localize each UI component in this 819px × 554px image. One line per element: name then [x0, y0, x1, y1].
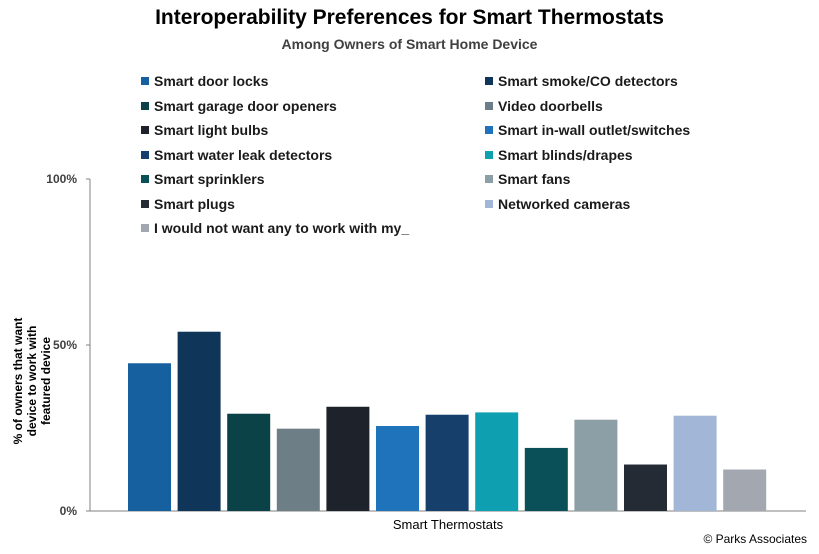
legend-swatch	[141, 126, 149, 135]
bar-11	[624, 464, 667, 511]
legend-label: Smart garage door openers	[154, 97, 337, 114]
bar-13	[723, 469, 767, 511]
legend-label: Smart water leak detectors	[154, 146, 333, 163]
legend-item: Video doorbells	[485, 98, 603, 114]
legend-item: Smart light bulbs	[141, 122, 268, 138]
credit-text: © Parks Associates	[703, 532, 807, 546]
legend-item: Networked cameras	[485, 196, 630, 212]
legend-item: Smart blinds/drapes	[485, 147, 633, 163]
bar-7	[425, 414, 469, 511]
bar-8	[475, 412, 519, 511]
bar-9	[524, 447, 568, 511]
legend-label: Smart plugs	[154, 195, 235, 212]
legend-label: Networked cameras	[498, 195, 631, 212]
y-tick-label: 50%	[53, 338, 77, 352]
legend-swatch	[141, 101, 149, 110]
legend-label: Smart smoke/CO detectors	[498, 73, 678, 89]
bar-2	[177, 331, 221, 511]
legend-item: Smart smoke/CO detectors	[485, 73, 678, 89]
legend-swatch	[141, 175, 149, 184]
legend-label: Smart fans	[498, 171, 571, 187]
legend-item: Smart sprinklers	[141, 171, 265, 187]
legend-item: Smart in-wall outlet/switches	[485, 122, 690, 138]
legend-item: Smart water leak detectors	[141, 147, 332, 163]
chart-subtitle: Among Owners of Smart Home Device	[281, 36, 538, 52]
y-tick-label: 0%	[60, 504, 78, 518]
legend-label: Video doorbells	[498, 97, 603, 114]
legend-swatch	[485, 199, 493, 208]
legend-item: Smart plugs	[141, 196, 235, 212]
legend-swatch	[485, 150, 493, 159]
bar-6	[376, 426, 419, 511]
x-category-label: Smart Thermostats	[393, 517, 504, 532]
legend-item: Smart door locks	[141, 73, 268, 89]
legend-item: Smart fans	[485, 171, 570, 187]
legend-swatch	[485, 77, 493, 86]
legend-label: Smart blinds/drapes	[498, 146, 633, 163]
bar-3	[227, 413, 271, 511]
chart-title: Interoperability Preferences for Smart T…	[155, 6, 664, 29]
legend-swatch	[485, 101, 493, 110]
legend-label: I would not want any to work with my_	[154, 220, 410, 236]
bar-5	[326, 406, 370, 511]
legend-swatch	[141, 150, 149, 159]
legend-label: Smart sprinklers	[154, 171, 265, 187]
bar-12	[673, 415, 717, 511]
bar-10	[574, 419, 618, 511]
legend-swatch	[141, 199, 149, 208]
legend-item: I would not want any to work with my_	[141, 220, 409, 236]
bar-4	[276, 428, 320, 511]
y-tick-label: 100%	[46, 172, 77, 186]
legend-swatch	[141, 224, 149, 233]
legend-label: Smart in-wall outlet/switches	[498, 122, 691, 138]
legend-label: Smart light bulbs	[154, 122, 269, 138]
legend-swatch	[485, 126, 493, 135]
bar-1	[128, 363, 171, 511]
legend-swatch	[141, 77, 149, 86]
legend-label: Smart door locks	[154, 73, 269, 89]
legend-item: Smart garage door openers	[141, 98, 337, 114]
legend-swatch	[485, 175, 493, 184]
